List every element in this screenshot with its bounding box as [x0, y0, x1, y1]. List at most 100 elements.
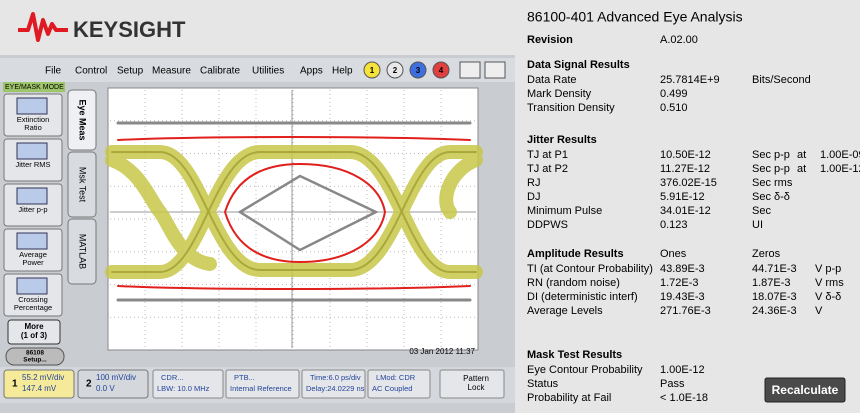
result-label: RN (random noise) [527, 277, 620, 289]
minimize-button[interactable] [460, 62, 480, 78]
menu-item[interactable]: Measure [152, 66, 191, 77]
result-value: V p-p [815, 263, 841, 275]
status-text: AC Coupled [372, 384, 412, 393]
result-value: Pass [660, 378, 685, 390]
menu-item[interactable]: File [45, 66, 62, 77]
result-label: Average Levels [527, 305, 603, 317]
status-text: Delay:24.0229 ns [306, 384, 365, 393]
menu-item[interactable]: Control [75, 66, 107, 77]
column-header: Ones [660, 248, 687, 260]
measure-label: Percentage [14, 303, 52, 312]
result-value: Sec [752, 205, 771, 217]
status-text: LBW: 10.0 MHz [157, 384, 210, 393]
measure-icon [17, 278, 47, 294]
result-label: Mark Density [527, 88, 592, 100]
setup-label: Setup... [23, 357, 47, 364]
result-value: 18.07E-3 [752, 291, 797, 303]
result-value: 271.76E-3 [660, 305, 711, 317]
menu-item[interactable]: Setup [117, 66, 144, 77]
menu-item[interactable]: Calibrate [200, 66, 240, 77]
menu-item[interactable]: Utilities [252, 66, 284, 77]
result-value: 44.71E-3 [752, 263, 797, 275]
result-value: UI [752, 219, 763, 231]
result-value: 0.499 [660, 88, 688, 100]
result-value: < 1.0E-18 [660, 392, 708, 404]
result-value: at [797, 163, 806, 175]
result-value: 1.00E-09 [820, 149, 860, 161]
section-heading: Mask Test Results [527, 349, 622, 361]
result-value: Bits/Second [752, 74, 811, 86]
result-value: V δ-δ [815, 291, 841, 303]
channel-offset: 0.0 V [96, 384, 115, 393]
result-value: Sec p-p [752, 149, 790, 161]
revision-value: A.02.00 [660, 34, 698, 46]
measure-icon [17, 188, 47, 204]
side-tab-label: Msk Test [78, 167, 88, 203]
result-label: DDPWS [527, 219, 568, 231]
timestamp: 03 Jan 2012 11:37 [409, 347, 475, 356]
screen: KEYSIGHT 03 Jan 2012 11:37 EYE/MASK MODE… [0, 0, 860, 413]
restore-button[interactable] [485, 62, 505, 78]
status-text: Internal Reference [230, 384, 292, 393]
result-label: Minimum Pulse [527, 205, 602, 217]
result-label: Eye Contour Probability [527, 364, 643, 376]
panel-title: 86100-401 Advanced Eye Analysis [527, 9, 743, 25]
result-value: 19.43E-3 [660, 291, 705, 303]
measure-label: Jitter p-p [18, 205, 47, 214]
channel-number: 1 [12, 379, 18, 390]
measure-label: Ratio [24, 123, 42, 132]
result-label: Status [527, 378, 559, 390]
result-value: V rms [815, 277, 844, 289]
result-label: DI (deterministic interf) [527, 291, 638, 303]
channel-button-label: 4 [439, 66, 444, 75]
result-value: 0.510 [660, 102, 688, 114]
result-value: 376.02E-15 [660, 177, 717, 189]
result-value: 43.89E-3 [660, 263, 705, 275]
result-value: 5.91E-12 [660, 191, 705, 203]
side-tab-label: MATLAB [78, 234, 88, 269]
result-value: V [815, 305, 823, 317]
result-value: 11.27E-12 [660, 163, 710, 175]
menu-item[interactable]: Help [332, 66, 353, 77]
result-label: Transition Density [527, 102, 615, 114]
result-value: Sec rms [752, 177, 793, 189]
measure-label: Jitter RMS [15, 160, 50, 169]
status-text: Time:6.0 ps/div [310, 373, 361, 382]
logo-text: KEYSIGHT [73, 17, 186, 42]
result-label: DJ [527, 191, 540, 203]
mode-label: EYE/MASK MODE [5, 84, 64, 91]
measure-icon [17, 233, 47, 249]
result-value: 10.50E-12 [660, 149, 711, 161]
result-value: 34.01E-12 [660, 205, 711, 217]
measure-label: Power [22, 258, 44, 267]
result-value: Sec p-p [752, 163, 790, 175]
result-label: RJ [527, 177, 540, 189]
result-label: Probability at Fail [527, 392, 611, 404]
result-label: TI (at Contour Probability) [527, 263, 653, 275]
result-value: 25.7814E+9 [660, 74, 720, 86]
result-value: 24.36E-3 [752, 305, 797, 317]
result-label: Data Rate [527, 74, 577, 86]
result-value: 1.87E-3 [752, 277, 791, 289]
channel-scale: 100 mV/div [96, 373, 136, 382]
result-label: TJ at P1 [527, 149, 568, 161]
section-heading: Jitter Results [527, 134, 597, 146]
recalculate-label: Recalculate [772, 383, 839, 397]
setup-label: 86108 [26, 350, 44, 357]
measure-icon [17, 143, 47, 159]
status-text: PTB... [234, 373, 255, 382]
pattern-lock-label: Lock [468, 383, 486, 392]
channel-scale: 55.2 mV/div [22, 373, 64, 382]
status-text: LMod: CDR [376, 373, 416, 382]
result-value: 1.00E-12 [660, 364, 705, 376]
channel-number: 2 [86, 379, 92, 390]
measure-icon [17, 98, 47, 114]
result-value: Sec δ-δ [752, 191, 790, 203]
result-value: at [797, 149, 806, 161]
more-label: (1 of 3) [21, 331, 48, 340]
menu-item[interactable]: Apps [300, 66, 323, 77]
channel-button-label: 1 [370, 66, 375, 75]
result-value: 1.00E-12 [820, 163, 860, 175]
channel-button-label: 2 [393, 66, 398, 75]
revision-label: Revision [527, 34, 573, 46]
